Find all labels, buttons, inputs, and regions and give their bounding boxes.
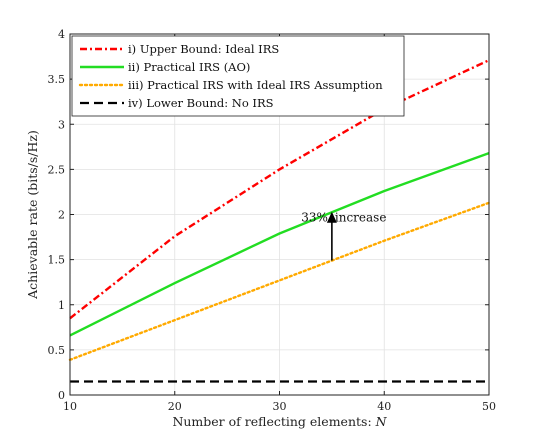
x-axis-label: Number of reflecting elements: N: [172, 414, 387, 429]
annotation: 33% increase: [301, 211, 386, 261]
tick-labels: 10 20 30 40 50 0 0.5 1 1.5 2 2.5 3 3.5 4: [48, 28, 497, 413]
legend-label-3: iii) Practical IRS with Ideal IRS Assump…: [128, 78, 383, 92]
x-axis-label-var: N: [375, 414, 388, 429]
series-line-1: [69, 59, 490, 320]
x-tick-label: 30: [273, 400, 287, 413]
x-tick-label: 10: [63, 400, 77, 413]
y-tick-label: 1: [58, 299, 65, 312]
legend-label-1: i) Upper Bound: Ideal IRS: [128, 42, 279, 56]
y-tick-label: 0.5: [48, 344, 66, 357]
series-line-2: [69, 151, 490, 337]
y-tick-label: 0: [58, 389, 65, 402]
y-axis-label: Achievable rate (bits/s/Hz): [25, 130, 40, 300]
y-tick-label: 2.5: [48, 163, 66, 176]
x-tick-label: 20: [168, 400, 182, 413]
annotation-label: increase: [335, 211, 387, 225]
y-tick-label: 1.5: [48, 254, 66, 267]
y-tick-label: 2: [58, 209, 65, 222]
x-axis-label-text: Number of reflecting elements:: [172, 414, 375, 429]
y-tick-label: 4: [58, 28, 65, 41]
legend: i) Upper Bound: Ideal IRS ii) Practical I…: [71, 35, 405, 117]
series-layer: [68, 59, 491, 383]
legend-box: [71, 35, 405, 117]
y-tick-label: 3: [58, 118, 65, 131]
x-tick-label: 50: [482, 400, 496, 413]
x-tick-label: 40: [377, 400, 391, 413]
legend-label-2: ii) Practical IRS (AO): [128, 60, 250, 74]
annotation-arrow-head: [326, 211, 337, 223]
annotation-percent: 33%: [301, 211, 328, 225]
y-tick-label: 3.5: [48, 73, 66, 86]
series-line-3: [68, 201, 491, 361]
legend-label-4: iv) Lower Bound: No IRS: [128, 96, 274, 110]
